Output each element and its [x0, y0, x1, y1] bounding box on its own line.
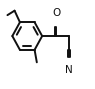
Text: N: N [65, 65, 73, 75]
Text: O: O [52, 8, 61, 18]
